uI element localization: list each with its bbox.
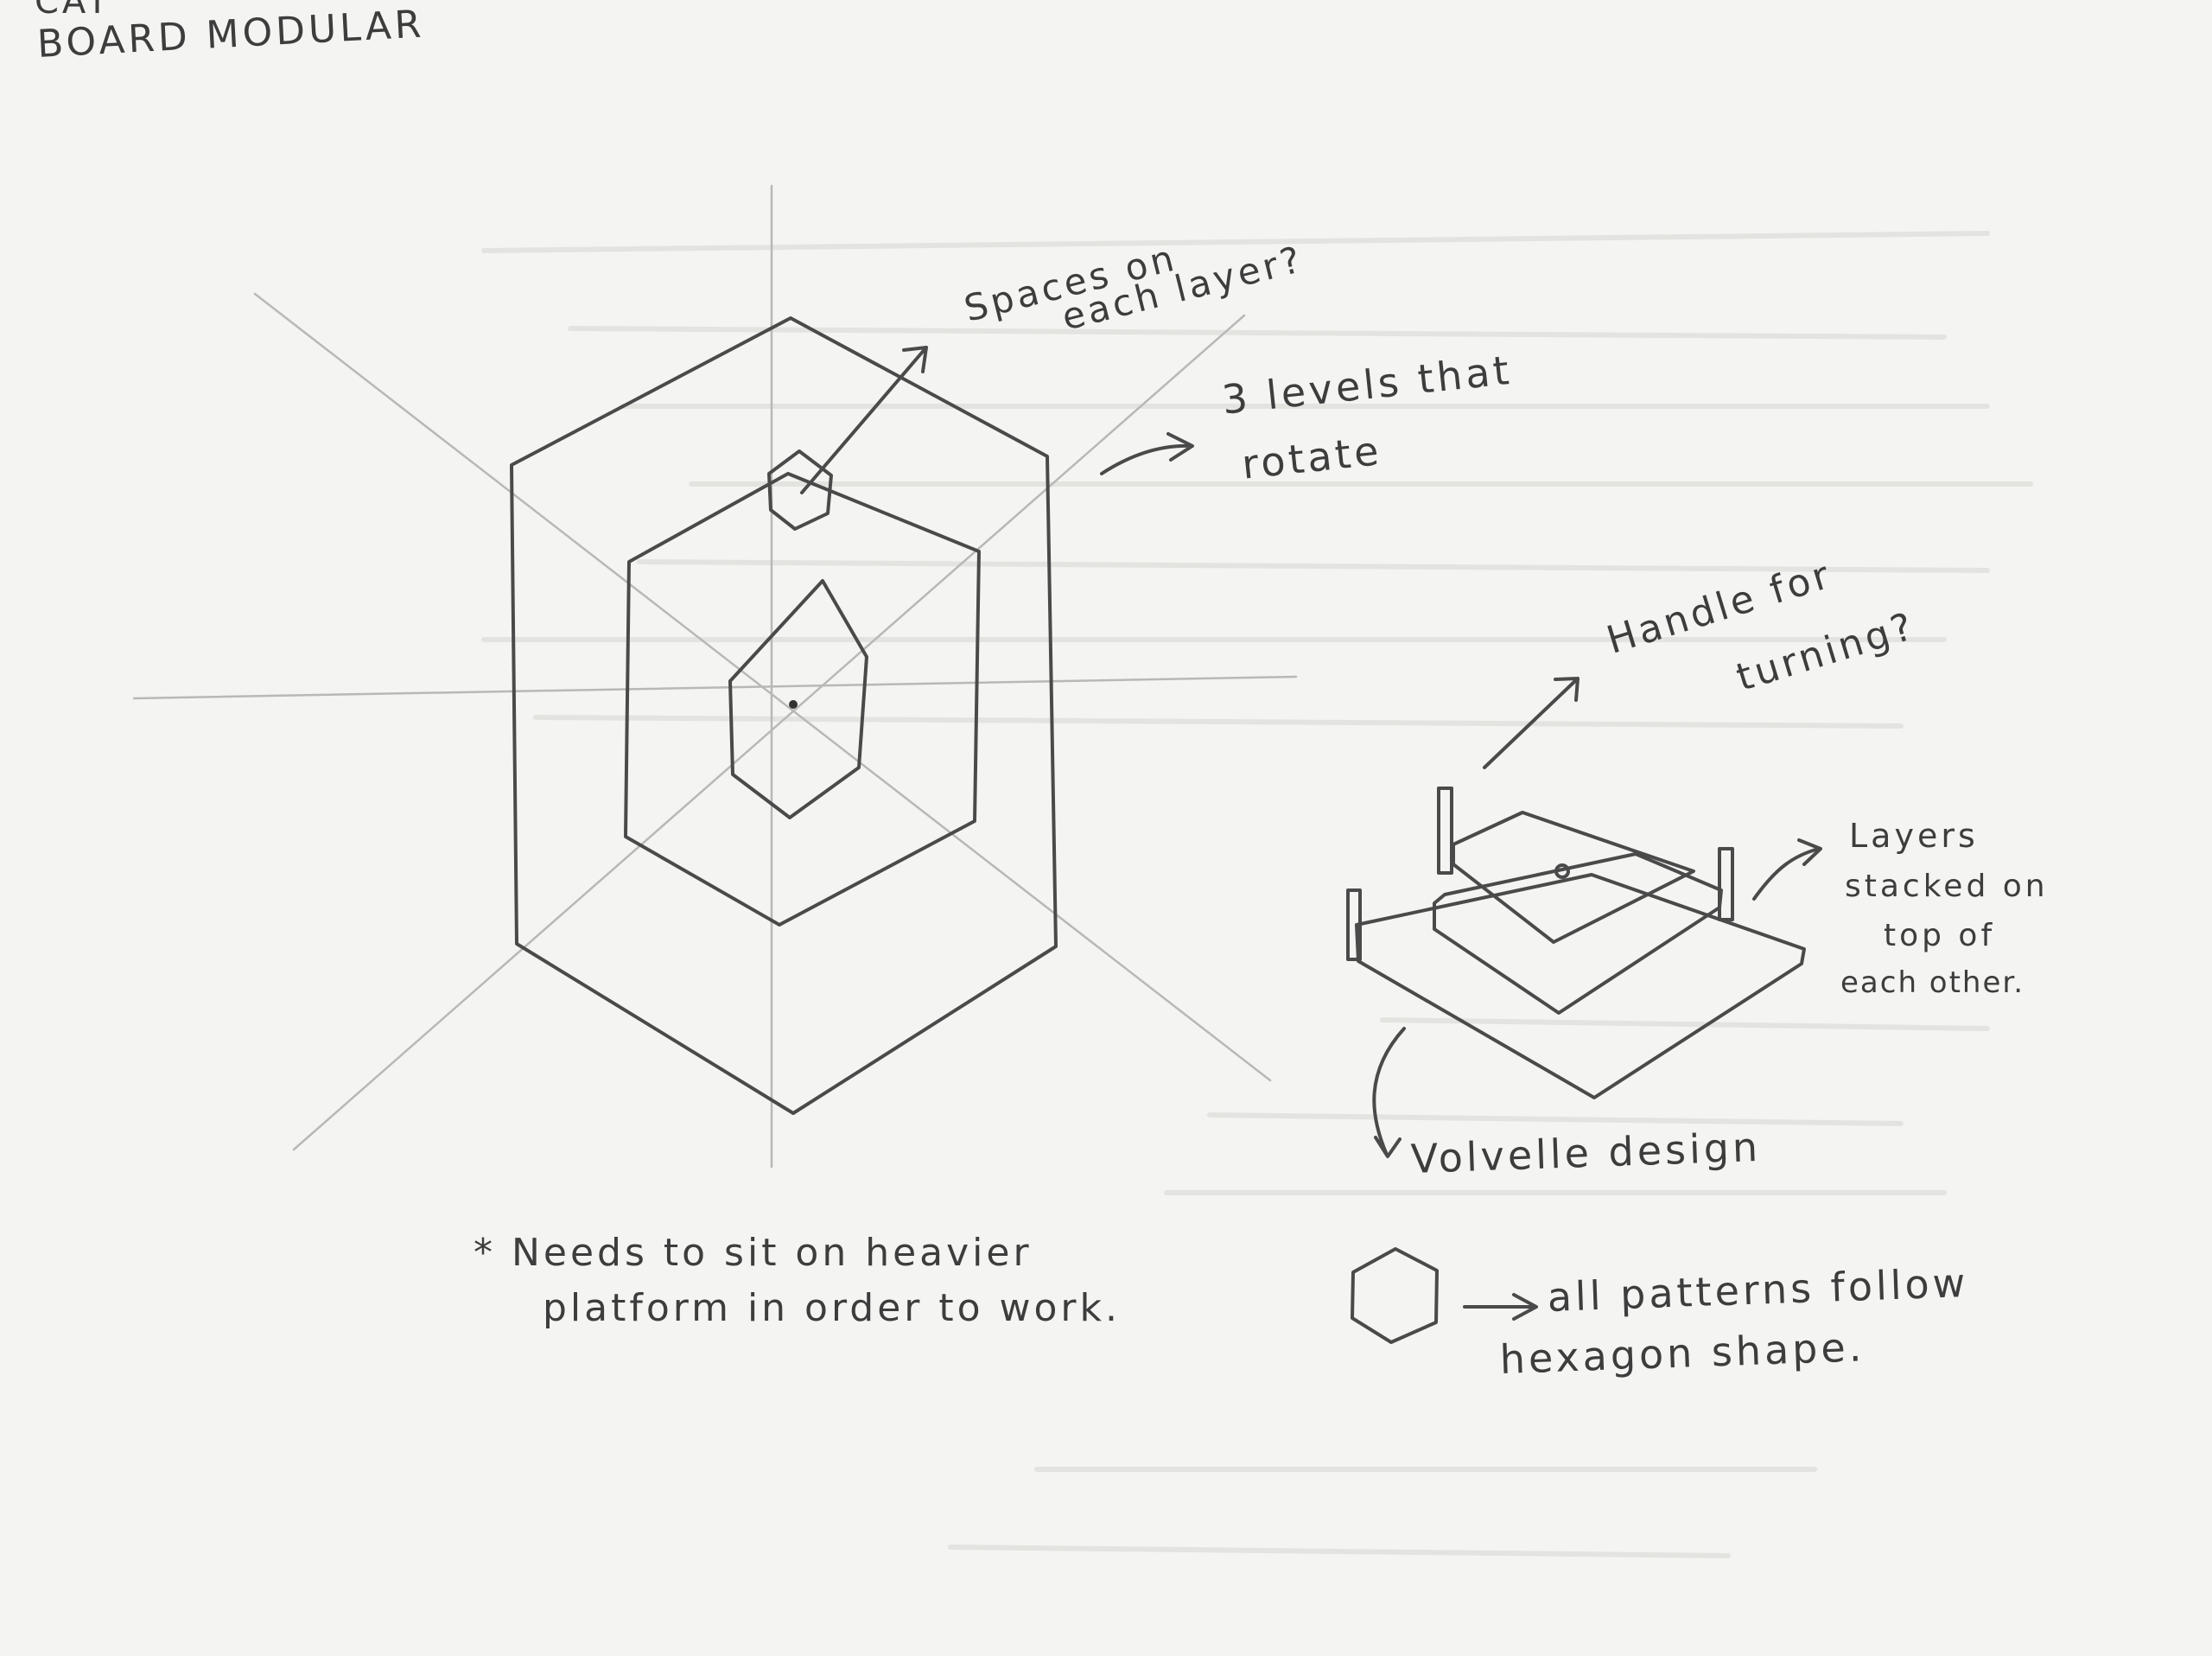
volvelle-arrow <box>1372 1027 1406 1158</box>
layers-label-line1: Layers <box>1849 817 1979 855</box>
guide-diagonal-line-2 <box>292 314 1246 1151</box>
guide-horizontal-line <box>132 675 1298 700</box>
volvelle-label: Volvelle design <box>1409 1123 1762 1182</box>
inner-hexagon <box>728 579 868 819</box>
volvelle-hexagons <box>510 316 1058 1115</box>
platform-note-line2: platform in order to work. <box>543 1286 1121 1330</box>
layers-sketch <box>1346 787 1806 1099</box>
guide-diagonal-line-1 <box>253 292 1272 1082</box>
handle-post-right <box>1718 847 1734 921</box>
base-layer <box>1355 873 1806 1099</box>
layers-label-line2: stacked on <box>1845 869 2049 904</box>
guide-lines <box>132 184 1298 1169</box>
levels-arrow <box>1100 432 1194 475</box>
platform-note-line1: * Needs to sit on heavier <box>474 1231 1033 1275</box>
hexagon-note-line2: hexagon shape. <box>1498 1323 1866 1383</box>
layers-label-line3: top of <box>1884 918 1996 953</box>
arrows <box>800 346 1822 1321</box>
spaces-arrow <box>800 346 928 494</box>
handle-post-left <box>1437 787 1453 875</box>
ghost-strokes <box>481 231 2033 1558</box>
outer-hexagon <box>510 316 1058 1115</box>
middle-hexagon <box>624 472 981 927</box>
layers-arrow <box>1752 838 1822 901</box>
hexagon-arrow <box>1463 1293 1538 1321</box>
handle-post-front <box>1346 889 1362 961</box>
center-dot <box>789 700 798 709</box>
space-marker-hexagon <box>767 449 833 531</box>
layers-label-line4: each other. <box>1840 965 2025 1000</box>
handle-arrow <box>1483 677 1580 769</box>
header-title-line1: CAT <box>35 0 111 22</box>
small-hexagon-icon <box>1351 1247 1439 1344</box>
top-layer-center <box>1554 863 1570 879</box>
